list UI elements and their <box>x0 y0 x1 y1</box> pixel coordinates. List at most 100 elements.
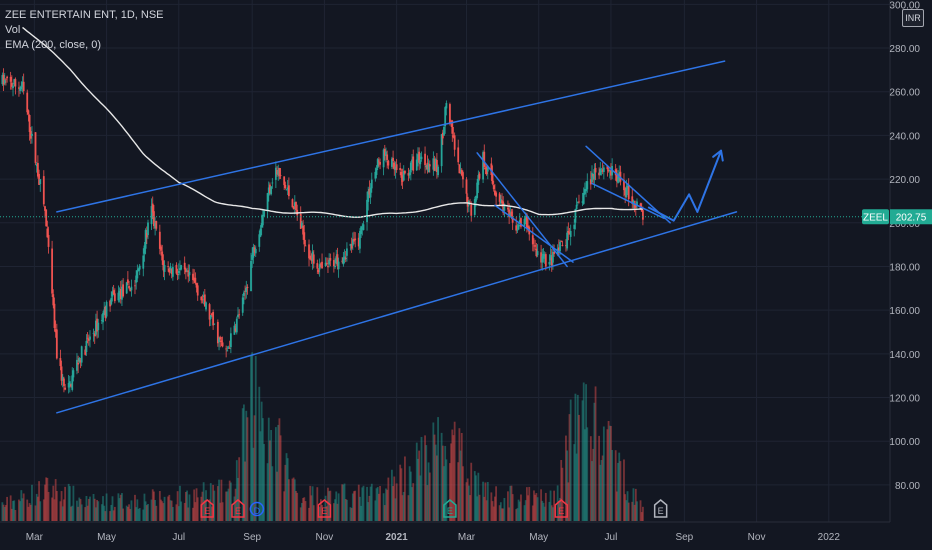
candle <box>180 265 183 270</box>
candle <box>457 147 460 163</box>
candle <box>573 224 576 229</box>
price-axis[interactable]: 80.00 100.00 120.00 140.00 160.00 180.00 200.0… <box>889 0 920 492</box>
volume-bar <box>536 497 539 521</box>
projection-path-down[interactable] <box>647 206 675 222</box>
volume-bar <box>241 408 244 521</box>
volume-bar <box>407 495 410 521</box>
volume-bar <box>117 493 120 521</box>
candle <box>336 254 339 267</box>
volume-bar <box>308 507 310 521</box>
wedge-1-lower-line[interactable] <box>494 204 574 263</box>
volume-legend[interactable]: Vol <box>5 24 21 36</box>
volume-bar <box>55 490 58 521</box>
volume-bar <box>574 393 577 521</box>
candle <box>1 75 4 85</box>
volume-bar <box>568 414 571 521</box>
earnings-marker-shape <box>317 499 332 518</box>
volume-bar <box>585 384 587 521</box>
symbol-title[interactable]: ZEE ENTERTAIN ENT, 1D, NSE <box>5 9 164 21</box>
candle <box>337 261 340 270</box>
candle <box>85 340 88 353</box>
volume-bar <box>470 462 473 521</box>
event-marker[interactable]: E <box>231 499 245 518</box>
volume-bar <box>34 505 37 521</box>
candle <box>450 120 453 122</box>
wedge-2-lower-line[interactable] <box>591 182 665 220</box>
volume-bar <box>518 501 521 521</box>
candle <box>524 217 527 221</box>
candle <box>77 362 80 365</box>
event-marker[interactable]: E <box>554 499 568 518</box>
candle <box>263 210 265 217</box>
candle <box>492 185 495 190</box>
volume-bar <box>291 478 294 521</box>
trend-drawings[interactable] <box>56 60 738 414</box>
projection-path-up[interactable] <box>672 193 691 222</box>
volume-bar <box>142 509 145 521</box>
ticker-badge-label: ZEEL <box>863 212 888 223</box>
projection-path-down-2[interactable] <box>688 193 699 213</box>
projection-arrow[interactable] <box>696 149 723 213</box>
event-marker[interactable]: E <box>653 499 668 518</box>
volume-bar <box>252 447 255 521</box>
candle <box>316 263 319 269</box>
candle <box>569 230 572 237</box>
volume-bar <box>552 507 554 521</box>
event-marker[interactable]: D <box>249 501 265 517</box>
candle <box>401 175 404 182</box>
time-tick-label: Mar <box>26 532 44 543</box>
candle <box>600 171 603 172</box>
candle <box>227 347 230 349</box>
ema-legend[interactable]: EMA (200, close, 0) <box>5 39 101 51</box>
candle <box>632 200 635 205</box>
volume-bar <box>22 493 25 521</box>
channel-upper-line[interactable] <box>56 60 726 213</box>
volume-bar <box>233 496 236 521</box>
candle <box>575 204 578 210</box>
volume-bar <box>573 444 576 521</box>
candle <box>220 340 223 343</box>
last-price-badge <box>890 209 932 225</box>
candle <box>502 201 505 213</box>
volume-bar <box>6 496 9 521</box>
volume-bar <box>254 356 257 521</box>
candle <box>225 348 228 350</box>
candle <box>334 265 336 268</box>
volume-bar <box>292 477 295 521</box>
candle <box>518 220 521 223</box>
volume-bar <box>235 460 238 521</box>
candle <box>437 166 439 176</box>
volume-bar <box>498 505 501 521</box>
candle <box>602 167 605 172</box>
candle <box>13 79 16 85</box>
volume-bar <box>203 500 206 521</box>
candle <box>449 104 451 124</box>
time-axis[interactable]: Mar May Jul Sep Nov 2021 Mar May Jul Sep Nov 2022 <box>26 532 841 543</box>
volume-bar <box>548 501 551 521</box>
currency-badge[interactable]: INR <box>902 9 924 27</box>
volume-bar <box>583 429 586 521</box>
wedge-2-upper-line[interactable] <box>585 145 671 224</box>
candle <box>435 159 438 173</box>
time-tick-label: Sep <box>675 532 693 543</box>
candle <box>393 162 396 170</box>
volume-bar <box>46 477 49 521</box>
candle <box>404 170 406 174</box>
candle <box>593 169 596 180</box>
candle <box>54 329 57 333</box>
earnings-marker-shape <box>231 499 245 518</box>
candle <box>346 248 348 256</box>
candle <box>387 160 390 166</box>
event-marker[interactable]: E <box>443 499 457 518</box>
channel-lower-line[interactable] <box>56 211 738 414</box>
volume-bar <box>167 496 170 521</box>
volume-bar <box>245 410 248 521</box>
candle <box>553 252 556 254</box>
event-marker[interactable]: E <box>200 499 214 518</box>
volume-bar <box>193 489 196 521</box>
volume-bar <box>386 489 389 521</box>
candle <box>39 179 42 185</box>
event-marker[interactable]: E <box>317 499 332 518</box>
